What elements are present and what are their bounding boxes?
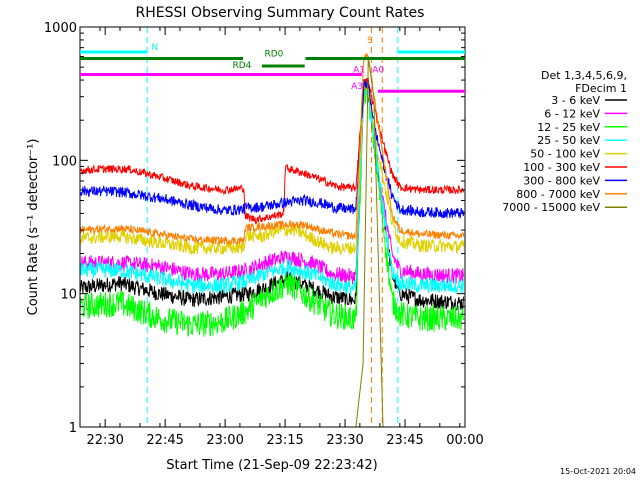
x-tick-label-0: 22:30 bbox=[86, 433, 123, 448]
legend-label-3: 25 - 50 keV bbox=[537, 134, 600, 147]
legend-label-0: 3 - 6 keV bbox=[551, 94, 600, 107]
plot-frame bbox=[79, 26, 466, 428]
chart-title: RHESSI Observing Summary Count Rates bbox=[136, 5, 425, 21]
x-tick-label-4: 23:30 bbox=[326, 433, 363, 448]
y-tick-label-0: 1 bbox=[69, 421, 77, 436]
flag-label-a0: A0 bbox=[372, 66, 384, 76]
series-line-3 bbox=[80, 84, 465, 296]
legend-label-6: 300 - 800 keV bbox=[523, 174, 600, 187]
x-axis-label: Start Time (21-Sep-09 22:23:42) bbox=[166, 458, 377, 473]
series-line-5 bbox=[80, 77, 465, 225]
flag-label-a1: A1 bbox=[353, 66, 365, 76]
y-tick-label-3: 1000 bbox=[44, 21, 77, 36]
flag-label-rd4: RD4 bbox=[232, 61, 251, 71]
legend-title-line-1: FDecim 1 bbox=[575, 82, 627, 95]
x-tick-label-3: 23:15 bbox=[266, 433, 303, 448]
series-line-8 bbox=[355, 56, 384, 427]
flag-label-n: N bbox=[151, 43, 158, 53]
x-tick-label-2: 23:00 bbox=[206, 433, 243, 448]
legend-label-4: 50 - 100 keV bbox=[530, 148, 600, 161]
y-axis-label: Count Rate (s⁻¹ detector⁻¹) bbox=[26, 139, 41, 316]
legend-label-8: 7000 - 15000 keV bbox=[502, 201, 600, 214]
series-line-7 bbox=[80, 53, 465, 246]
series-line-6 bbox=[80, 78, 465, 220]
legend-title-line-0: Det 1,3,4,5,6,9, bbox=[541, 69, 627, 82]
series-line-2 bbox=[80, 79, 465, 337]
y-tick-label-2: 100 bbox=[52, 154, 77, 169]
x-tick-label-1: 22:45 bbox=[146, 433, 183, 448]
x-tick-label-5: 23:45 bbox=[386, 433, 423, 448]
y-tick-label-1: 10 bbox=[60, 288, 77, 303]
legend-label-7: 800 - 7000 keV bbox=[516, 188, 600, 201]
flag-label-s: S bbox=[367, 36, 373, 46]
legend-label-5: 100 - 300 keV bbox=[523, 161, 600, 174]
series-line-1 bbox=[80, 84, 465, 285]
flag-label-a3: A3 bbox=[351, 82, 363, 92]
x-tick-label-6: 00:00 bbox=[446, 433, 483, 448]
legend-label-2: 12 - 25 keV bbox=[537, 121, 600, 134]
flag-label-rd0: RD0 bbox=[264, 50, 283, 60]
series-line-0 bbox=[80, 79, 465, 312]
legend-label-1: 6 - 12 keV bbox=[544, 107, 600, 120]
date-stamp: 15-Oct-2021 20:04 bbox=[560, 467, 636, 476]
